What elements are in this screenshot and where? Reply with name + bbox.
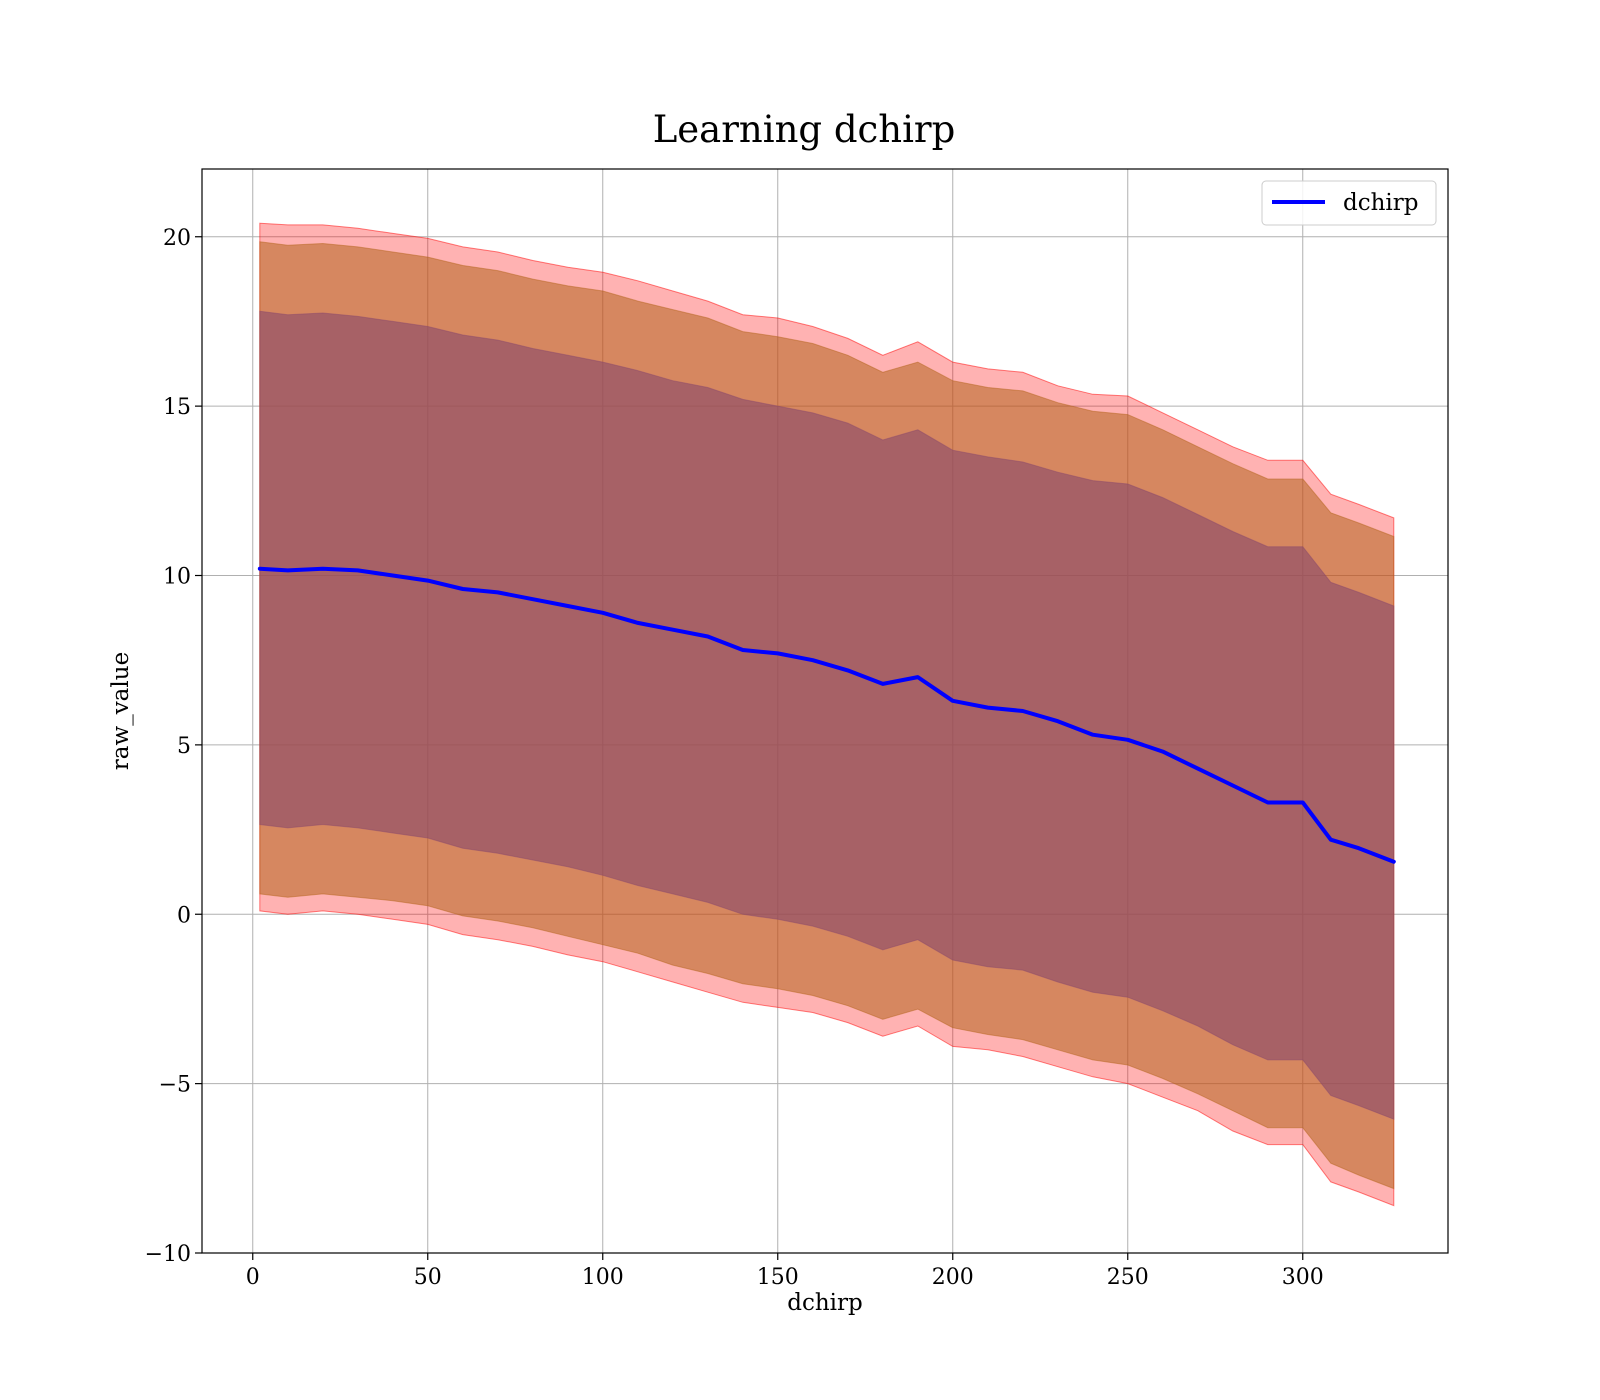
x-tick-label: 200 [932, 1265, 974, 1290]
plot-frame [201, 168, 1449, 1254]
y-tick-label: 20 [163, 226, 191, 251]
legend-entry-dchirp: dchirp [1343, 190, 1419, 216]
x-tick-label: 50 [414, 1265, 442, 1290]
y-tick-label: 0 [177, 903, 191, 928]
x-tick-label: 300 [1282, 1265, 1324, 1290]
y-tick-label: −10 [145, 1242, 191, 1267]
series-lines [257, 566, 1396, 864]
y-tick-label: −5 [159, 1073, 191, 1098]
band-inner [259, 310, 1395, 1120]
x-tick-label: 100 [582, 1265, 624, 1290]
confidence-bands [259, 222, 1395, 1207]
legend-box [1261, 180, 1437, 226]
x-tick-label: 0 [246, 1265, 260, 1290]
axis-ticks: 0 50 100 150 200 250 300 −10 −5 0 5 10 15 20 [145, 226, 1324, 1290]
x-tick-label: 150 [757, 1265, 799, 1290]
x-tick-label: 250 [1107, 1265, 1149, 1290]
y-tick-label: 15 [163, 395, 191, 420]
chart-title: Learning dchirp [653, 108, 956, 151]
y-tick-label: 10 [163, 565, 191, 590]
legend: dchirp [1261, 180, 1437, 226]
x-axis-label: dchirp [787, 1290, 863, 1316]
y-tick-label: 5 [177, 734, 191, 759]
y-axis-label: raw_value [108, 652, 134, 770]
series-line-dchirp [257, 566, 1396, 864]
